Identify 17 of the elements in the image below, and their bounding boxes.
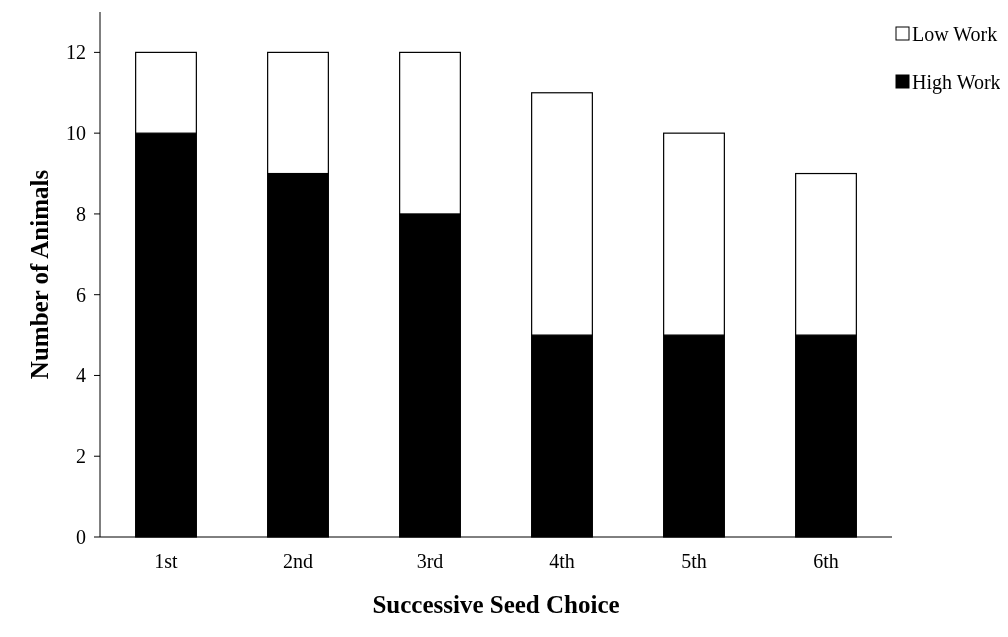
y-axis-title: Number of Animals: [26, 169, 53, 380]
y-tick-label: 10: [66, 122, 86, 145]
x-tick-label: 1st: [154, 550, 179, 572]
legend-label: Low Work: [912, 23, 998, 45]
y-tick-label: 4: [76, 364, 86, 387]
y-tick-label: 8: [76, 202, 86, 225]
y-tick-label: 2: [76, 445, 86, 468]
legend-label: High Work: [912, 71, 1001, 94]
x-tick-label: 4th: [549, 550, 575, 572]
x-tick-label: 2nd: [283, 550, 313, 572]
y-tick-label: 6: [76, 283, 86, 306]
x-tick-label: 5th: [681, 550, 707, 572]
x-tick-label: 3rd: [416, 550, 444, 572]
x-axis-title: Successive Seed Choice: [372, 591, 620, 618]
y-tick-label: 0: [76, 526, 86, 548]
y-tick-label: 12: [66, 41, 86, 64]
x-tick-label: 6th: [813, 550, 839, 572]
